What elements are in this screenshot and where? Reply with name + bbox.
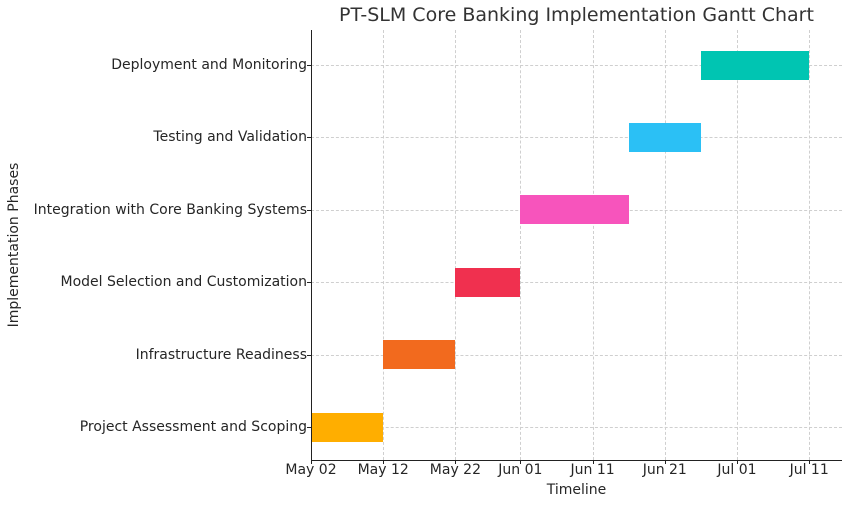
x-tick-label: May 02 xyxy=(285,462,337,478)
vertical-gridline xyxy=(520,30,522,460)
x-tick-mark xyxy=(520,460,522,464)
x-tick-mark xyxy=(664,460,666,464)
x-tick-mark xyxy=(809,460,811,464)
vertical-gridline xyxy=(455,30,457,460)
horizontal-gridline xyxy=(311,137,842,139)
chart-title: PT-SLM Core Banking Implementation Gantt… xyxy=(339,4,814,26)
x-tick-label: Jun 01 xyxy=(498,462,543,478)
x-tick-label: Jul 01 xyxy=(717,462,757,478)
gantt-bar xyxy=(700,50,810,80)
horizontal-gridline xyxy=(311,282,842,284)
x-tick-mark xyxy=(736,460,738,464)
x-tick-mark xyxy=(311,460,312,464)
gantt-bar xyxy=(628,122,701,152)
vertical-gridline xyxy=(592,30,594,460)
y-tick-mark xyxy=(307,427,311,428)
gantt-bar xyxy=(520,195,629,225)
x-axis-line xyxy=(311,460,842,462)
x-tick-mark xyxy=(455,460,457,464)
x-tick-mark xyxy=(592,460,594,464)
x-tick-label: Jun 21 xyxy=(642,462,687,478)
gantt-bar xyxy=(383,340,456,370)
y-axis-title: Implementation Phases xyxy=(6,162,22,328)
x-tick-mark xyxy=(383,460,385,464)
x-axis-title: Timeline xyxy=(546,482,607,498)
horizontal-gridline xyxy=(311,354,842,356)
gantt-bar xyxy=(455,267,521,297)
y-axis-line xyxy=(311,30,313,461)
y-tick-label: Model Selection and Customization xyxy=(60,274,307,291)
y-tick-label: Deployment and Monitoring xyxy=(111,57,307,73)
y-tick-mark xyxy=(307,209,311,211)
y-tick-label: Integration with Core Banking Systems xyxy=(33,201,307,218)
y-tick-label: Infrastructure Readiness xyxy=(135,346,307,363)
horizontal-gridline xyxy=(311,427,842,428)
y-tick-label: Testing and Validation xyxy=(153,129,307,146)
vertical-gridline xyxy=(809,30,811,460)
y-tick-mark xyxy=(307,137,311,139)
x-tick-label: May 22 xyxy=(429,462,481,478)
gantt-bar xyxy=(311,412,384,442)
y-tick-mark xyxy=(307,354,311,356)
x-tick-label: Jun 11 xyxy=(570,462,615,478)
x-tick-label: Jul 11 xyxy=(789,462,829,478)
vertical-gridline xyxy=(664,30,666,460)
plot-area xyxy=(311,30,842,460)
x-tick-label: May 12 xyxy=(357,462,409,478)
y-tick-mark xyxy=(307,282,311,284)
y-tick-mark xyxy=(307,65,311,66)
horizontal-gridline xyxy=(311,65,842,66)
vertical-gridline xyxy=(736,30,738,460)
vertical-gridline xyxy=(383,30,385,460)
y-tick-label: Project Assessment and Scoping xyxy=(79,419,307,435)
